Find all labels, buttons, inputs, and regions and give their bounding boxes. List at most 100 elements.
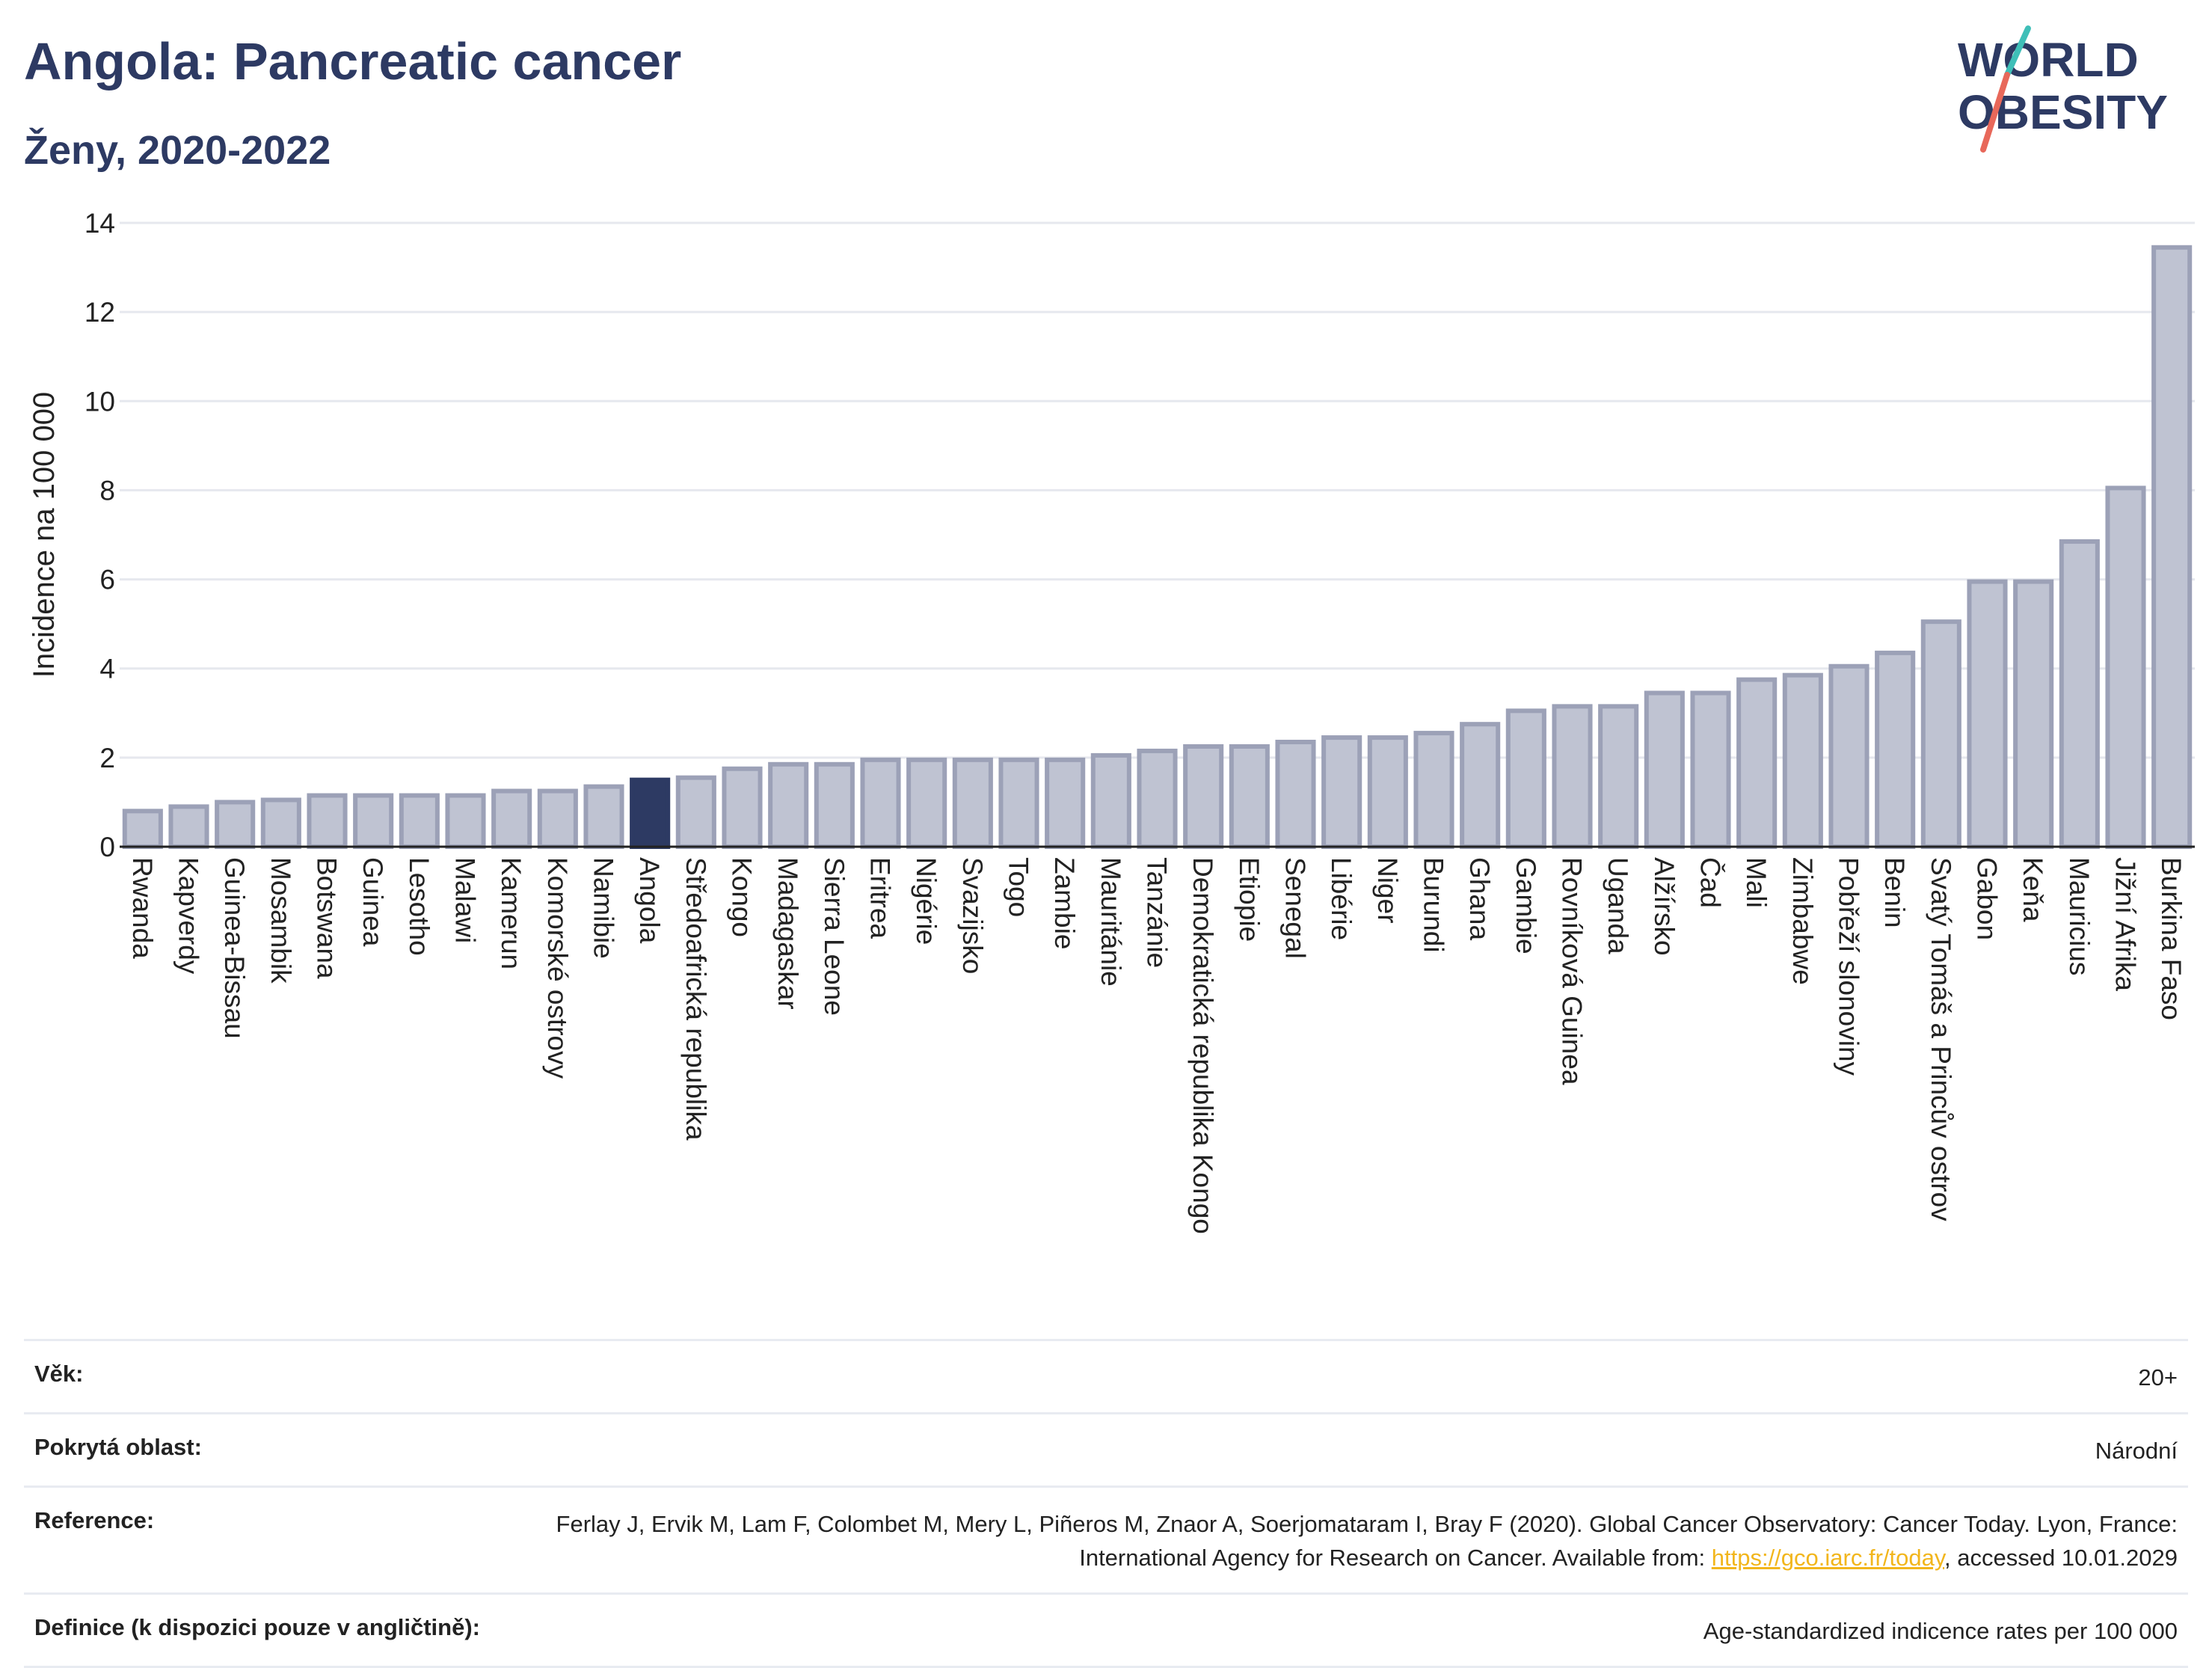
- bar-Madagaskar: [768, 761, 809, 849]
- x-tick-label: Gambie: [1511, 857, 1541, 954]
- y-tick-label: 8: [99, 475, 115, 506]
- definition-label: Definice (k dispozici pouze v angličtině…: [34, 1614, 480, 1640]
- bar-Gambie: [1505, 708, 1546, 849]
- definition-value: Age-standardized indicence rates per 100…: [1703, 1618, 2178, 1644]
- x-tick-label: Pobřeží slonoviny: [1834, 857, 1864, 1076]
- bar-Mauricius: [2059, 539, 2100, 850]
- bar-Mauritánie: [1090, 752, 1131, 850]
- x-tick-label: Libérie: [1326, 857, 1357, 940]
- meta-row-definition: Definice (k dispozici pouze v angličtině…: [24, 1592, 2188, 1668]
- x-tick-label: Guinea: [357, 857, 388, 947]
- meta-row-area: Pokrytá oblast: Národní: [24, 1412, 2188, 1485]
- y-tick-label: 2: [99, 743, 115, 773]
- bar-Mosambik: [260, 797, 301, 849]
- y-tick-label: 0: [99, 832, 115, 862]
- x-tick-label: Středoafrická republika: [681, 857, 711, 1141]
- bar-Jižní Afrika: [2105, 485, 2146, 849]
- x-tick-label: Zimbabwe: [1787, 857, 1818, 985]
- y-axis-ticks: 0 2 4 6 8 10 12 14: [85, 208, 115, 862]
- bar-Malawi: [445, 793, 486, 849]
- x-tick-label: Demokratická republika Kongo: [1188, 857, 1218, 1234]
- bar-Tanzánie: [1137, 748, 1178, 850]
- x-tick-label: Kapverdy: [173, 857, 204, 975]
- metadata-table: Věk: 20+ Pokrytá oblast: Národní Referen…: [24, 1339, 2188, 1668]
- bar-Komorské ostrovy: [537, 788, 578, 850]
- x-tick-label: Madagaskar: [772, 857, 803, 1010]
- bar-Zambie: [1045, 757, 1086, 849]
- reference-text: Ferlay J, Ervik M, Lam F, Colombet M, Me…: [556, 1511, 2178, 1571]
- x-tick-label: Nigérie: [911, 857, 941, 945]
- bar-Rwanda: [122, 809, 163, 850]
- bar-Svatý Tomáš a Princův ostrov: [1920, 619, 1961, 850]
- bar-Kongo: [722, 766, 763, 849]
- x-tick-label: Jižní Afrika: [2110, 857, 2141, 991]
- x-tick-label: Burkina Faso: [2156, 857, 2187, 1020]
- x-tick-label: Lesotho: [404, 857, 434, 956]
- x-tick-label: Mauricius: [2064, 857, 2095, 975]
- bar-Keňa: [2013, 579, 2054, 849]
- bar-Burundi: [1413, 731, 1454, 849]
- logo-word-world: WORLD: [1958, 33, 2139, 87]
- world-obesity-logo: WORLD OBESITY: [1958, 25, 2168, 153]
- x-tick-label: Alžírsko: [1649, 857, 1680, 956]
- bar-Angola: [630, 777, 671, 849]
- reference-accessed: , accessed 10.01.2029: [1944, 1545, 2178, 1571]
- x-tick-label: Niger: [1372, 857, 1403, 923]
- bar-Etiopie: [1229, 743, 1270, 850]
- bar-Pobřeží slonoviny: [1828, 663, 1870, 849]
- x-tick-label: Senegal: [1280, 857, 1311, 959]
- y-tick-label: 14: [85, 208, 115, 239]
- bar-Svazijsko: [952, 757, 993, 849]
- x-tick-label: Burundi: [1419, 857, 1449, 953]
- x-tick-label: Eritrea: [865, 857, 896, 939]
- bar-Guinea-Bissau: [215, 800, 256, 850]
- area-value: Národní: [2095, 1438, 2178, 1464]
- reference-link[interactable]: https://gco.iarc.fr/today: [1711, 1545, 1945, 1571]
- bar-Uganda: [1598, 704, 1639, 849]
- x-tick-label: Namibie: [589, 857, 619, 959]
- logo-slash-teal: [2004, 25, 2031, 78]
- bar-Čad: [1690, 690, 1731, 849]
- x-tick-label: Angola: [634, 857, 665, 944]
- x-tick-label: Mosambik: [265, 857, 296, 984]
- x-tick-label: Kamerun: [496, 857, 526, 969]
- y-tick-label: 12: [85, 297, 115, 328]
- bar-Senegal: [1275, 740, 1316, 849]
- bar-Namibie: [583, 784, 624, 850]
- bar-Gabon: [1967, 579, 2008, 849]
- x-tick-label: Mali: [1741, 857, 1772, 908]
- bar-Rovníková Guinea: [1552, 704, 1593, 849]
- x-tick-label: Svazijsko: [957, 857, 988, 974]
- x-axis-ticks: Rwanda Kapverdy Guinea-Bissau Mosambik Botsw…: [127, 857, 2187, 1234]
- bar-Zimbabwe: [1782, 672, 1823, 850]
- y-tick-label: 10: [85, 386, 115, 417]
- x-tick-label: Togo: [1004, 857, 1034, 917]
- x-tick-label: Guinea-Bissau: [219, 857, 250, 1039]
- bar-Středoafrická republika: [675, 775, 716, 850]
- bar-Botswana: [307, 793, 348, 849]
- x-tick-label: Uganda: [1603, 857, 1633, 954]
- bar-Kapverdy: [168, 804, 209, 850]
- area-label: Pokrytá oblast:: [34, 1434, 202, 1460]
- bar-Sierra Leone: [814, 761, 855, 849]
- x-tick-label: Tanzánie: [1142, 857, 1173, 968]
- page-title: Angola: Pancreatic cancer: [24, 32, 682, 91]
- bar-Mali: [1736, 677, 1778, 849]
- bar-Libérie: [1321, 735, 1362, 849]
- x-tick-label: Sierra Leone: [819, 857, 850, 1016]
- age-value: 20+: [2138, 1364, 2178, 1390]
- age-label: Věk:: [34, 1361, 84, 1387]
- x-tick-label: Gabon: [1972, 857, 2003, 940]
- reference-value: Ferlay J, Ervik M, Lam F, Colombet M, Me…: [532, 1507, 2178, 1575]
- bar-Demokratická republika Kongo: [1183, 743, 1224, 850]
- bar-Guinea: [353, 793, 394, 849]
- x-tick-label: Kongo: [727, 857, 758, 937]
- bar-Kamerun: [491, 788, 532, 850]
- x-tick-label: Čad: [1695, 857, 1726, 908]
- x-tick-label: Mauritánie: [1096, 857, 1126, 987]
- y-tick-label: 6: [99, 565, 115, 595]
- x-tick-label: Svatý Tomáš a Princův ostrov: [1926, 857, 1956, 1221]
- x-tick-label: Zambie: [1049, 857, 1080, 949]
- x-tick-label: Benin: [1879, 857, 1910, 928]
- bar-Alžírsko: [1644, 690, 1685, 849]
